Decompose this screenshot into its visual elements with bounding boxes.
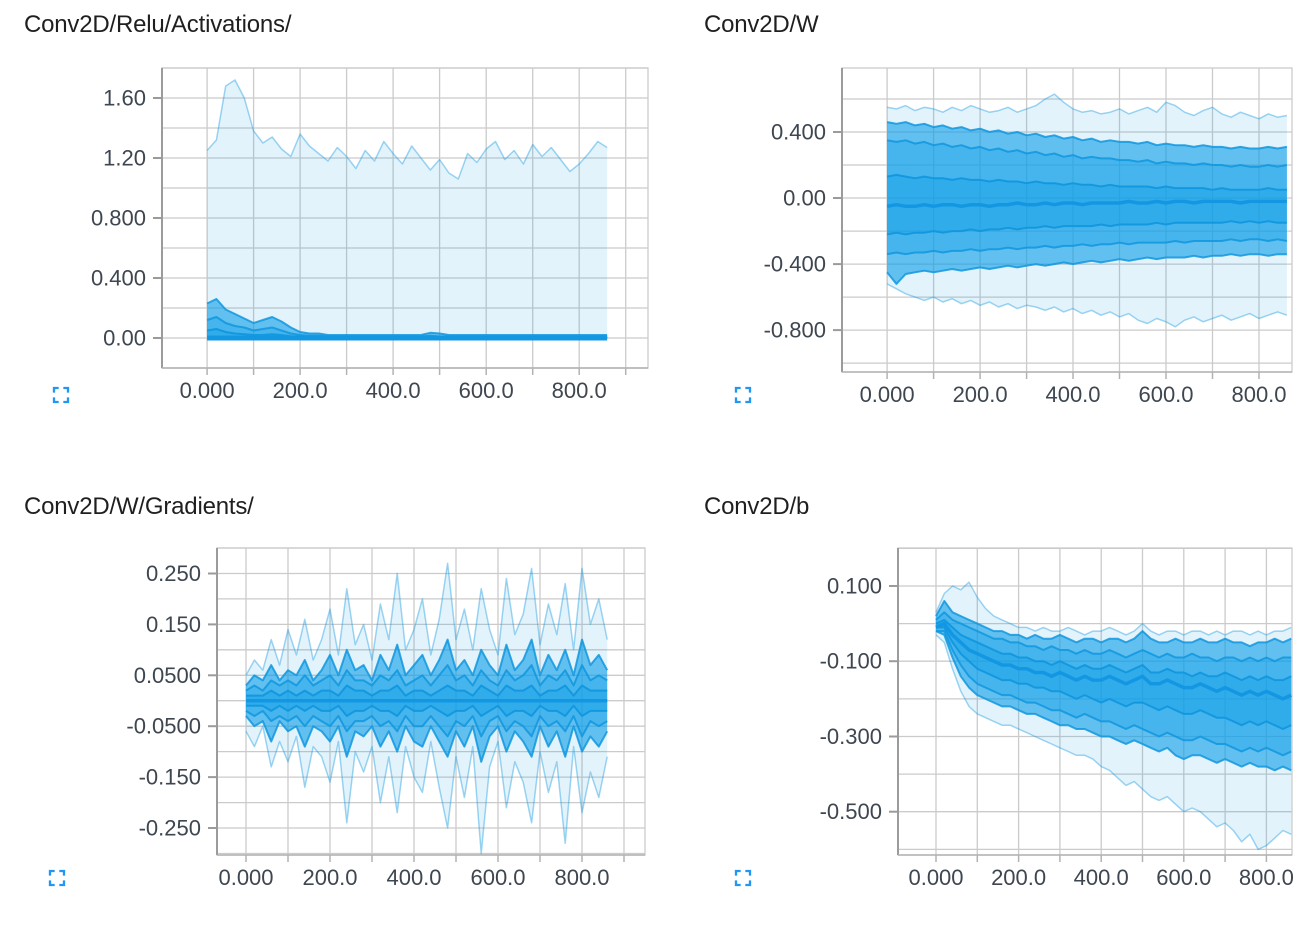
percentile-bands (206, 79, 608, 341)
y-tick-label: 1.20 (103, 145, 146, 170)
y-tick-label: 0.00 (783, 185, 826, 210)
y-tick-label: 0.250 (146, 561, 201, 586)
x-tick-label: 600.0 (470, 865, 525, 890)
distribution-chart: 0.400 0.00 -0.400 -0.800 0.000 200.0 400.0 600.… (764, 67, 1293, 407)
y-tick-label: 0.150 (146, 612, 201, 637)
expand-chart-button[interactable] (729, 864, 757, 892)
percentile-bands (935, 581, 1292, 851)
chart-title: Conv2D/b (704, 493, 810, 520)
fullscreen-icon (52, 386, 70, 404)
distribution-chart: 1.60 1.20 0.800 0.400 0.00 0.000 200.0 400.0 600… (91, 67, 649, 403)
x-tick-label: 0.000 (180, 378, 235, 403)
x-tick-label: 600.0 (1156, 865, 1211, 890)
fullscreen-icon (48, 869, 66, 887)
y-tick-label: -0.500 (820, 799, 882, 824)
y-tick-label: -0.250 (139, 815, 201, 840)
chart-panel-b: Conv2D/b 0.100 -0.100 -0.300 -0.500 0.000 200… (658, 464, 1316, 928)
fullscreen-icon (734, 386, 752, 404)
x-tick-label: 800.0 (1231, 382, 1286, 407)
fullscreen-icon (734, 869, 752, 887)
y-tick-label: -0.400 (764, 252, 826, 277)
x-tick-label: 400.0 (386, 865, 441, 890)
expand-chart-button[interactable] (47, 381, 75, 409)
percentile-bands (245, 562, 609, 855)
x-tick-label: 200.0 (273, 378, 328, 403)
x-tick-label: 0.000 (860, 382, 915, 407)
expand-chart-button[interactable] (43, 864, 71, 892)
y-tick-label: -0.100 (820, 649, 882, 674)
x-tick-label: 400.0 (1074, 865, 1129, 890)
expand-chart-button[interactable] (729, 381, 757, 409)
x-tick-label: 0.000 (908, 865, 963, 890)
x-tick-label: 800.0 (554, 865, 609, 890)
x-tick-label: 400.0 (366, 378, 421, 403)
y-tick-label: -0.150 (139, 765, 201, 790)
y-tick-label: 0.400 (771, 119, 826, 144)
distribution-chart: 0.250 0.150 0.0500 -0.0500 -0.150 -0.250 0.000… (126, 547, 646, 890)
chart-title: Conv2D/Relu/Activations/ (24, 11, 292, 38)
chart-panel-w-gradients: Conv2D/W/Gradients/ 0.250 0.150 0.0500 -0.0… (0, 464, 658, 928)
x-tick-label: 800.0 (552, 378, 607, 403)
chart-panel-w: Conv2D/W 0.400 0.00 -0.400 -0.800 0.000 200.0… (658, 0, 1316, 464)
x-tick-label: 200.0 (953, 382, 1008, 407)
y-tick-label: -0.800 (764, 318, 826, 343)
y-tick-label: -0.300 (820, 724, 882, 749)
x-tick-label: 800.0 (1239, 865, 1294, 890)
x-tick-label: 200.0 (302, 865, 357, 890)
x-tick-label: 200.0 (991, 865, 1046, 890)
y-tick-label: 0.800 (91, 205, 146, 230)
y-tick-label: 1.60 (103, 85, 146, 110)
chart-panel-activations: Conv2D/Relu/Activations/ 1.60 1.20 0.800 0.… (0, 0, 658, 464)
distribution-chart: 0.100 -0.100 -0.300 -0.500 0.000 200.0 400.0 60… (820, 547, 1294, 890)
y-tick-label: -0.0500 (126, 714, 201, 739)
x-tick-label: 400.0 (1045, 382, 1100, 407)
x-tick-label: 600.0 (459, 378, 514, 403)
chart-title: Conv2D/W/Gradients/ (24, 493, 254, 520)
x-tick-label: 600.0 (1138, 382, 1193, 407)
chart-title: Conv2D/W (704, 11, 819, 38)
y-tick-label: 0.0500 (134, 663, 201, 688)
y-tick-label: 0.00 (103, 325, 146, 350)
x-tick-label: 0.000 (218, 865, 273, 890)
y-tick-label: 0.400 (91, 265, 146, 290)
y-tick-label: 0.100 (827, 573, 882, 598)
percentile-bands (886, 93, 1288, 328)
